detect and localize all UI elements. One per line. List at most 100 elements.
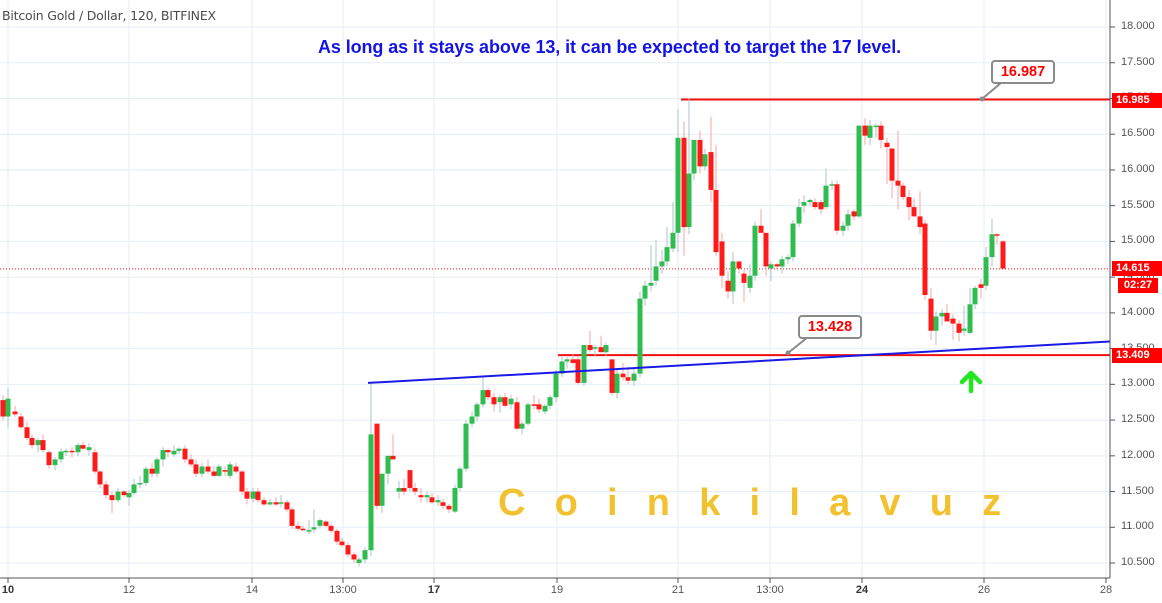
candle [598, 335, 604, 353]
candle [637, 291, 643, 378]
candle [418, 487, 424, 503]
candle [906, 189, 912, 220]
bar-countdown: 02:27 [1118, 278, 1158, 293]
candle-body [143, 468, 149, 483]
candle-body [609, 359, 615, 393]
candle-body [939, 312, 945, 317]
candle-body [0, 400, 6, 417]
callout-pointer-bottom [787, 336, 818, 354]
candle-body [334, 530, 340, 542]
candle-body [675, 137, 681, 233]
candle-body [719, 241, 725, 276]
candle-body [267, 502, 273, 505]
candle-body [435, 500, 441, 503]
candle [188, 454, 194, 467]
candle-body [670, 232, 676, 249]
candle [306, 520, 312, 535]
candle-body [295, 525, 301, 529]
candle [603, 342, 609, 356]
candle-body [702, 154, 708, 167]
candle-body [362, 550, 368, 560]
candle [978, 278, 984, 299]
candle-body [278, 502, 284, 504]
callout-support[interactable]: 13.428 [798, 315, 862, 339]
candle-body [691, 139, 697, 174]
candle [950, 314, 956, 341]
candle [165, 448, 171, 458]
candle-body [323, 521, 329, 526]
callout-resistance[interactable]: 16.987 [991, 60, 1055, 84]
candle-body [961, 328, 967, 331]
candle [109, 491, 115, 513]
candle-body [418, 495, 424, 498]
candle [328, 523, 334, 534]
candle-body [956, 323, 962, 333]
candle [917, 191, 923, 235]
price-tick-label: 16.500 [1121, 127, 1155, 140]
candle-body [401, 487, 407, 492]
candle [697, 130, 703, 174]
candle-body [547, 397, 553, 406]
price-tick-label: 12.500 [1121, 413, 1155, 426]
candle-body [736, 261, 742, 269]
candle [351, 552, 357, 564]
candle [642, 280, 648, 306]
candle [491, 392, 497, 412]
candle-body [994, 234, 1000, 236]
candle-body [24, 427, 30, 438]
candle-body [250, 491, 256, 499]
candle [374, 423, 380, 510]
time-tick-label: 10 [1, 584, 15, 596]
candle-body [311, 527, 317, 530]
candle [92, 448, 98, 474]
candle-body [407, 470, 413, 488]
candle-body [474, 404, 480, 417]
trendline [367, 340, 1111, 384]
price-tick-label: 11.000 [1121, 520, 1154, 533]
candle [182, 445, 188, 463]
candle [631, 368, 637, 386]
candle [895, 130, 901, 210]
candle-body [317, 520, 323, 526]
candle [779, 255, 785, 274]
candle-body [531, 404, 537, 406]
candle-body [519, 423, 525, 429]
candle-body [491, 397, 497, 405]
candle-body [58, 451, 64, 460]
candle-body [664, 247, 670, 262]
price-tick-label: 18.000 [1121, 20, 1155, 32]
candle [648, 244, 654, 292]
candle-body [713, 189, 719, 253]
candle [702, 148, 708, 170]
price-tick-label: 11.500 [1121, 484, 1154, 497]
candle-body [659, 261, 665, 267]
candle [284, 500, 290, 512]
candle-body [856, 125, 862, 217]
candle-body [637, 298, 643, 374]
candle-body [900, 185, 906, 198]
candle-body [884, 142, 890, 148]
candle [840, 221, 846, 236]
candle [115, 487, 121, 503]
candle-body [131, 484, 137, 493]
candle [686, 98, 692, 235]
candle [29, 434, 35, 449]
candle-body [35, 440, 41, 446]
axes [0, 0, 1115, 583]
time-tick-label: 17 [427, 584, 441, 596]
candle-body [570, 359, 576, 363]
candle-body [840, 225, 846, 231]
candle [18, 412, 24, 429]
candle-body [485, 390, 491, 398]
candle-body [758, 225, 764, 233]
candle-body [193, 464, 199, 474]
candle [994, 232, 1000, 245]
candle-body [906, 197, 912, 208]
candle-body [581, 345, 587, 383]
candle [356, 557, 362, 567]
candle [126, 490, 132, 506]
candle-body [972, 287, 978, 305]
candle [747, 264, 753, 293]
candle [547, 395, 553, 410]
